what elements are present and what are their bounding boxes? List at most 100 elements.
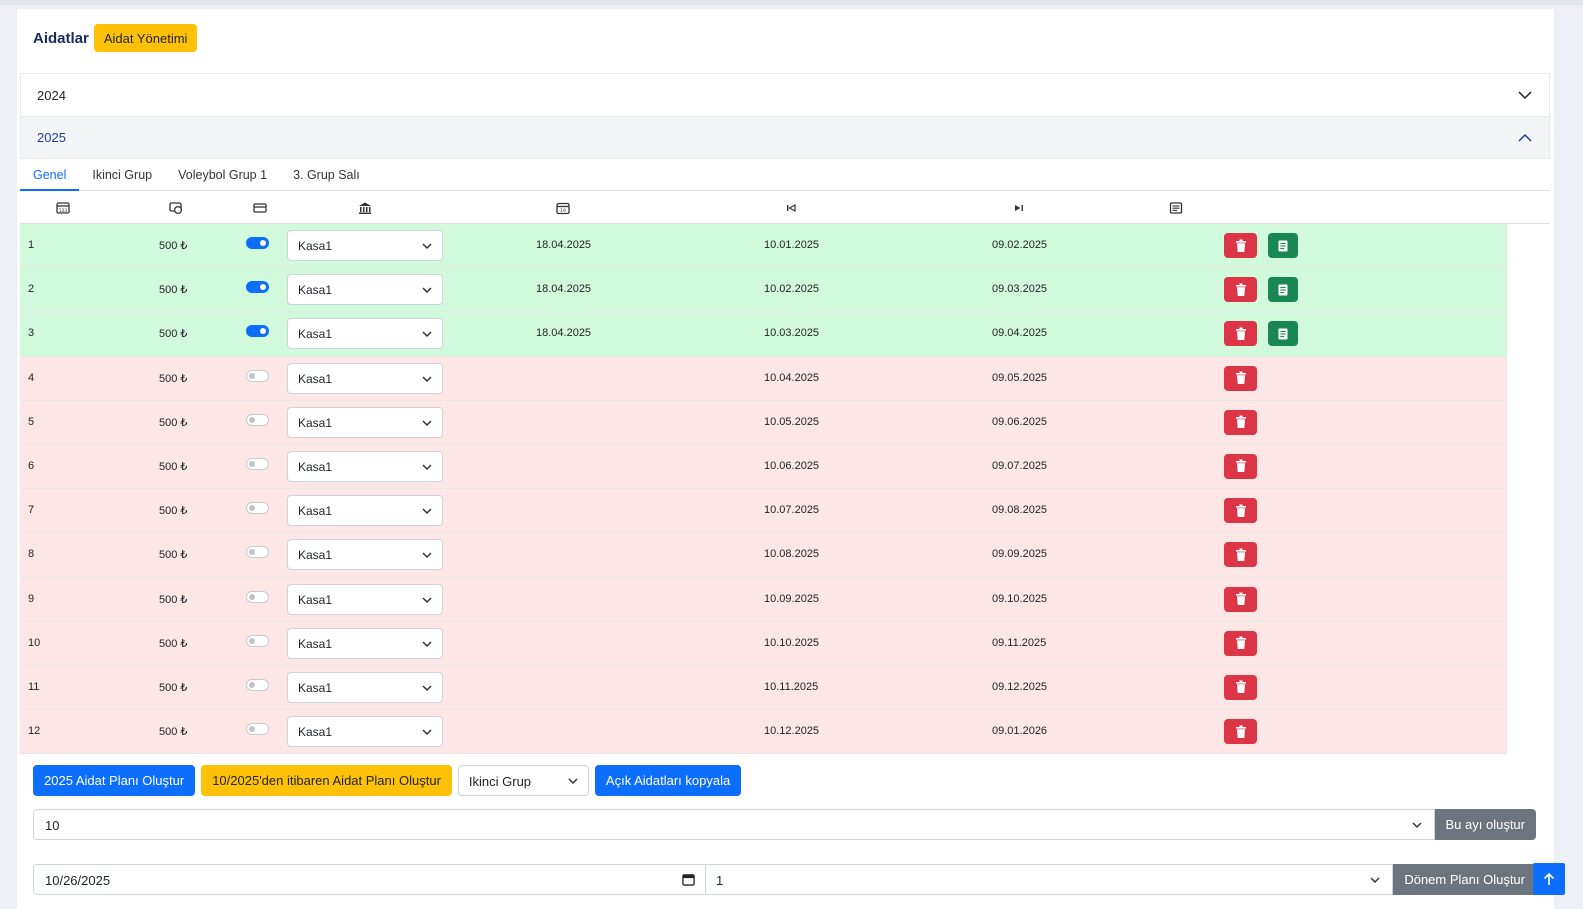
tab-3-grup-sali[interactable]: 3. Grup Salı <box>293 168 360 182</box>
month-select[interactable]: 10 <box>33 809 1435 840</box>
row-amount: 500 ₺ <box>159 328 188 341</box>
account-select-value: Kasa1 <box>298 327 333 342</box>
trash-icon <box>1235 415 1246 429</box>
chevron-down-icon <box>422 596 432 603</box>
group-select-value: Ikinci Grup <box>468 774 532 789</box>
tab-voleybol-grup-1[interactable]: Voleybol Grup 1 <box>178 168 268 182</box>
delete-button[interactable] <box>1224 277 1257 303</box>
receipt-button[interactable] <box>1268 321 1298 347</box>
account-select[interactable]: Kasa1 <box>287 627 443 659</box>
bank-icon <box>359 202 371 214</box>
receipt-button[interactable] <box>1268 277 1298 303</box>
delete-button[interactable] <box>1224 630 1257 656</box>
account-select[interactable]: Kasa1 <box>287 539 443 571</box>
table-row: 1 500 ₺ Kasa1 18.04.2025 10.01.2025 09.02.202… <box>20 224 1507 269</box>
chevron-down-icon <box>422 420 432 426</box>
scroll-to-top-button[interactable] <box>1533 863 1565 895</box>
paid-toggle[interactable] <box>246 546 269 559</box>
account-select[interactable]: Kasa1 <box>287 583 443 615</box>
copy-open-dues-button[interactable]: Açık Aidatları kopyala <box>594 765 742 796</box>
top-divider <box>0 0 1583 5</box>
month-form: 10 Bu ayı oluştur <box>33 809 1536 840</box>
month-select-value: 10 <box>45 818 60 833</box>
receipt-icon <box>1278 328 1288 340</box>
delete-button[interactable] <box>1224 542 1257 568</box>
paid-toggle[interactable] <box>246 369 269 382</box>
delete-button[interactable] <box>1224 498 1257 524</box>
account-select-value: Kasa1 <box>298 725 333 740</box>
row-end-date: 09.03.2025 <box>992 283 1048 296</box>
row-number: 2 <box>28 283 35 296</box>
delete-button[interactable] <box>1224 409 1257 435</box>
paid-toggle[interactable] <box>246 678 269 691</box>
create-year-plan-button[interactable]: 2025 Aidat Planı Oluştur <box>33 765 196 796</box>
account-select[interactable]: Kasa1 <box>287 274 443 306</box>
trash-icon <box>1235 636 1246 650</box>
accordion-2024[interactable]: 2024 <box>20 73 1550 117</box>
table-row: 5 500 ₺ Kasa1 10.05.2025 09.06.2025 <box>20 400 1507 445</box>
paid-toggle[interactable] <box>246 634 269 647</box>
paid-toggle[interactable] <box>246 590 269 603</box>
paid-toggle[interactable] <box>246 723 269 736</box>
paid-toggle[interactable] <box>246 237 269 249</box>
receipt-button[interactable] <box>1268 233 1298 258</box>
delete-button[interactable] <box>1224 365 1257 391</box>
paid-toggle[interactable] <box>246 457 269 470</box>
row-start-date: 10.11.2025 <box>764 680 819 693</box>
account-select-value: Kasa1 <box>298 371 333 386</box>
create-plan-from-month-button[interactable]: 10/2025'den itibaren Aidat Planı Oluştur <box>201 765 452 796</box>
group-select[interactable]: Ikinci Grup <box>457 765 589 796</box>
chevron-down-icon <box>422 464 432 470</box>
period-count-select[interactable]: 1 <box>706 864 1394 895</box>
table-row: 8 500 ₺ Kasa1 10.08.2025 09.09.2025 <box>20 533 1507 578</box>
delete-button[interactable] <box>1224 674 1257 700</box>
row-amount: 500 ₺ <box>159 416 188 429</box>
delete-button[interactable] <box>1224 586 1257 612</box>
number-icon: 123 <box>56 202 70 214</box>
delete-button[interactable] <box>1224 719 1257 745</box>
trash-icon <box>1235 548 1246 561</box>
account-select-value: Kasa1 <box>298 680 333 695</box>
row-amount: 500 ₺ <box>159 681 188 694</box>
account-select[interactable]: Kasa1 <box>287 671 443 703</box>
paid-toggle[interactable] <box>246 502 269 515</box>
row-end-date: 09.11.2025 <box>992 636 1047 649</box>
account-select[interactable]: Kasa1 <box>287 716 443 748</box>
account-select[interactable]: Kasa1 <box>287 406 443 438</box>
trash-icon <box>1235 504 1246 517</box>
row-amount: 500 ₺ <box>159 505 188 518</box>
tab-genel[interactable]: Genel <box>20 159 80 191</box>
delete-button[interactable] <box>1224 321 1257 347</box>
receipt-icon <box>1169 202 1183 214</box>
account-select-value: Kasa1 <box>298 592 333 607</box>
paid-toggle[interactable] <box>246 413 269 426</box>
account-select-value: Kasa1 <box>298 283 333 298</box>
paid-toggle[interactable] <box>246 281 269 294</box>
tab-ikinci-grup[interactable]: Ikinci Grup <box>92 168 153 182</box>
paid-toggle[interactable] <box>246 325 269 338</box>
delete-button[interactable] <box>1224 453 1257 479</box>
row-amount: 500 ₺ <box>159 549 188 562</box>
account-select[interactable]: Kasa1 <box>287 495 443 527</box>
account-select[interactable]: Kasa1 <box>287 318 443 350</box>
row-start-date: 10.10.2025 <box>764 636 820 649</box>
account-select[interactable]: Kasa1 <box>287 450 443 482</box>
end-icon <box>1015 205 1023 211</box>
create-period-plan-button[interactable]: Dönem Planı Oluştur <box>1393 864 1536 895</box>
account-select[interactable]: Kasa1 <box>287 230 443 261</box>
date-field[interactable]: 10/26/2025 <box>33 864 706 895</box>
account-select-value: Kasa1 <box>298 548 333 563</box>
calendar-icon[interactable] <box>682 873 695 886</box>
row-number: 9 <box>28 592 35 605</box>
trash-icon <box>1235 283 1246 296</box>
create-month-button[interactable]: Bu ayı oluştur <box>1434 809 1536 840</box>
account-select[interactable]: Kasa1 <box>287 362 443 394</box>
trash-icon <box>1235 239 1246 252</box>
accordion-2025[interactable]: 2025 <box>20 117 1550 159</box>
row-number: 10 <box>28 636 41 649</box>
chevron-down-icon <box>422 685 432 691</box>
row-number: 7 <box>28 504 35 517</box>
chevron-down-icon <box>422 243 432 250</box>
delete-button[interactable] <box>1224 233 1257 258</box>
row-end-date: 09.02.2025 <box>992 239 1048 251</box>
